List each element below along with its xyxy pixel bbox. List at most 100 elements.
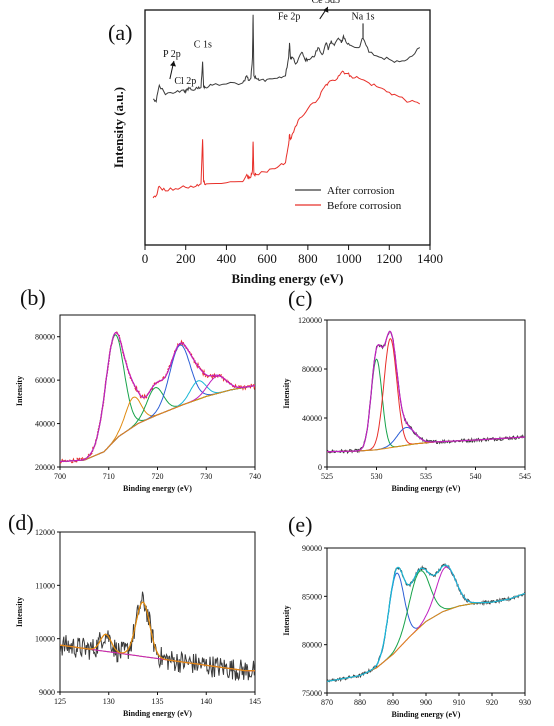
x-tick-label: 545: [519, 472, 531, 481]
x-tick-label: 140: [200, 697, 212, 706]
x-axis-title: Binding energy (eV): [123, 484, 192, 493]
peak-annotation: Ce 3d3: [311, 0, 340, 6]
peak-annotation: C 1s: [194, 40, 212, 51]
y-tick-label: 80000: [35, 333, 55, 342]
legend-entry: After corrosion: [327, 185, 395, 197]
fit-envelope-line: [60, 601, 255, 672]
x-tick-label: 400: [217, 251, 237, 266]
y-tick-label: 0: [318, 463, 322, 472]
x-tick-label: 890: [387, 698, 399, 707]
y-tick-label: 20000: [35, 463, 55, 472]
x-tick-label: 930: [519, 698, 531, 707]
fit-envelope-line: [327, 330, 525, 453]
panel-c: (c) 525 530 535 540 545 0 40000 80000 120000 Bindi…: [282, 286, 531, 493]
plot-area: [60, 329, 255, 464]
y-axis-title: Intensity: [282, 605, 291, 635]
y-tick-label: 80000: [302, 365, 322, 374]
x-tick-label: 710: [103, 472, 115, 481]
x-tick-label: 700: [54, 472, 66, 481]
x-tick-label: 910: [453, 698, 465, 707]
fit-component-line: [60, 375, 255, 463]
x-tick-label: 880: [354, 698, 366, 707]
panel-label: (e): [288, 512, 312, 537]
x-tick-label: 900: [420, 698, 432, 707]
plot-area: [60, 591, 255, 682]
background-line: [327, 592, 525, 682]
experimental-data-line: [60, 329, 255, 464]
fit-component-line: [60, 601, 255, 672]
peak-annotation: Cl 2p: [174, 76, 196, 87]
y-tick-label: 90000: [302, 544, 322, 553]
arrow-head: [322, 6, 329, 13]
x-tick-label: 535: [420, 472, 432, 481]
panel-d: (d) 125 130 135 140 145 9000 10000 11000 12000 Bin…: [8, 510, 261, 718]
y-tick-label: 75000: [302, 689, 322, 698]
fit-component-line: [60, 344, 255, 463]
y-axis-title: Intensity: [282, 378, 291, 408]
arrow-head: [170, 60, 176, 67]
y-axis-title: Intensity: [15, 597, 24, 627]
x-tick-label: 200: [176, 251, 196, 266]
fit-component-line: [60, 334, 255, 463]
series-line-after: [153, 14, 421, 104]
x-axis-title: Binding energy (eV): [232, 271, 344, 286]
x-tick-label: 920: [486, 698, 498, 707]
x-tick-label: 740: [249, 472, 261, 481]
series-line-before: [152, 70, 421, 199]
panel-label: (d): [8, 510, 34, 535]
fit-component-line: [60, 380, 255, 463]
fit-component-line: [327, 338, 525, 453]
x-tick-label: 870: [321, 698, 333, 707]
x-tick-label: 145: [249, 697, 261, 706]
plot-frame: [144, 9, 431, 246]
y-tick-label: 120000: [298, 316, 322, 325]
y-tick-label: 12000: [35, 528, 55, 537]
fit-component-line: [327, 570, 525, 682]
fit-component-line: [327, 566, 525, 682]
panel-label: (a): [108, 20, 132, 45]
y-tick-label: 9000: [39, 688, 55, 697]
panel-label: (c): [288, 286, 312, 311]
panel-a: (a) 0 200 400 600 800 1000 1200 1400 Binding ener…: [108, 0, 443, 286]
x-tick-label: 800: [298, 251, 318, 266]
fit-envelope-line: [327, 564, 525, 682]
peak-annotation: P 2p: [163, 49, 181, 60]
plot-frame: [326, 319, 526, 468]
experimental-data-line: [327, 562, 525, 683]
y-tick-label: 80000: [302, 641, 322, 650]
y-axis-title: Intensity (a.u.): [111, 87, 126, 168]
panel-e: (e) 870 880 890 900 910 920 930 75000 80000 85000 9…: [282, 512, 531, 719]
x-tick-label: 540: [470, 472, 482, 481]
y-tick-label: 40000: [302, 414, 322, 423]
x-tick-label: 130: [103, 697, 115, 706]
fit-component-line: [60, 385, 255, 463]
peak-annotation: Na 1s: [351, 11, 374, 22]
y-tick-label: 40000: [35, 420, 55, 429]
plot-area: [152, 14, 421, 199]
x-tick-label: 720: [152, 472, 164, 481]
x-tick-label: 730: [200, 472, 212, 481]
x-tick-label: 1000: [336, 251, 362, 266]
y-tick-label: 11000: [35, 581, 55, 590]
x-tick-label: 135: [152, 697, 164, 706]
panel-label: (b): [20, 285, 46, 310]
legend-entry: Before corrosion: [327, 200, 402, 212]
background-line: [60, 385, 255, 463]
panel-b: (b) 700 710 720 730 740 20000 40000 60000 80000 Bi…: [15, 285, 261, 493]
experimental-data-line: [327, 330, 525, 455]
fit-component-line: [327, 572, 525, 682]
x-axis-title: Binding energy (eV): [123, 709, 192, 718]
plot-area: [327, 330, 525, 455]
x-tick-label: 1200: [376, 251, 402, 266]
y-tick-label: 60000: [35, 376, 55, 385]
x-tick-label: 530: [371, 472, 383, 481]
x-tick-label: 0: [142, 251, 149, 266]
x-tick-label: 525: [321, 472, 333, 481]
x-tick-label: 125: [54, 697, 66, 706]
x-tick-label: 1400: [417, 251, 443, 266]
x-axis-title: Binding energy (eV): [392, 484, 461, 493]
peak-annotation: Fe 2p: [278, 11, 301, 22]
plot-area: [327, 562, 525, 683]
y-axis-title: Intensity: [15, 376, 24, 406]
